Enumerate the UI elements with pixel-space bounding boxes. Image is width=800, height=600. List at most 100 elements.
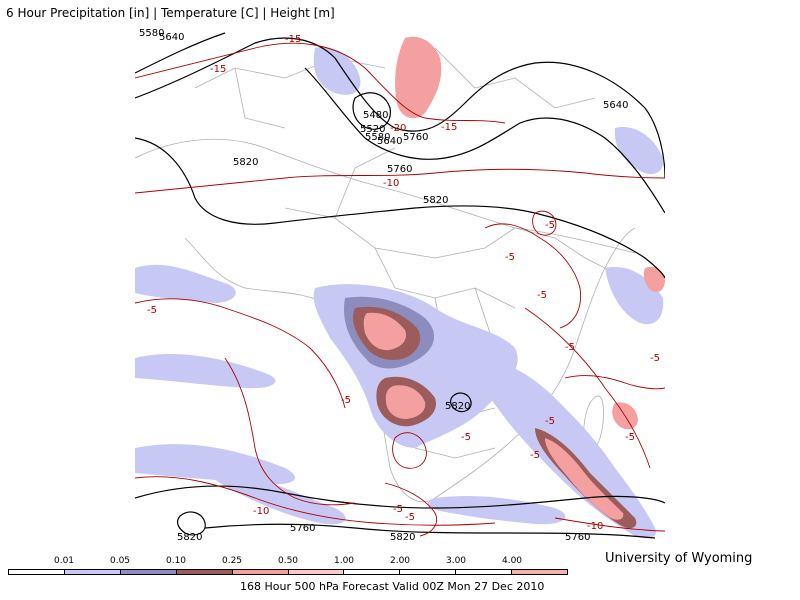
legend-swatch [176, 570, 233, 574]
temperature-label: -5 [341, 395, 351, 406]
border-europe-1 [194, 57, 386, 89]
legend-label: 0.05 [109, 556, 131, 566]
temp-contour-minus5-loop [392, 432, 427, 469]
legend-label: 0.25 [221, 556, 243, 566]
precip-band-atlantic [135, 264, 236, 303]
temp-contour-minus5-east-2 [564, 375, 665, 390]
height-contour-small-south [176, 511, 206, 536]
height-label: 5760 [290, 523, 315, 534]
height-contour-5480 [352, 92, 392, 130]
border-1 [284, 207, 396, 289]
coastline-north [135, 138, 636, 254]
temperature-contours [135, 42, 665, 537]
temperature-labels: -15 -15 -20 -15 -10 -5 -5 -5 -5 -5 -5 -5… [147, 34, 660, 532]
temperature-label: -20 [390, 123, 406, 134]
height-contour-5760 [304, 67, 665, 214]
temperature-label: -5 [461, 432, 471, 443]
height-contour-5820 [135, 137, 665, 279]
legend-swatch [64, 570, 121, 574]
height-label: 5640 [159, 32, 184, 43]
precip-band-tropical [135, 353, 276, 389]
temp-contour-minus10 [135, 168, 665, 194]
legend-labels: 0.01 0.05 0.10 0.25 0.50 1.00 2.00 3.00 … [8, 556, 568, 568]
height-label: 5760 [565, 532, 590, 543]
border-europe-3 [434, 47, 596, 109]
height-contour-5820-south [135, 485, 665, 509]
border-3 [374, 227, 516, 259]
legend-label: 0.01 [53, 556, 75, 566]
temperature-label: -5 [147, 305, 157, 316]
temperature-label: -15 [210, 64, 226, 75]
temperature-label: -15 [441, 122, 457, 133]
legend-label: 1.00 [333, 556, 355, 566]
legend-swatch [344, 570, 401, 574]
height-label: 5520 [360, 124, 385, 135]
legend-swatch [9, 570, 65, 574]
height-contour-5580 [135, 32, 226, 74]
forecast-map: 5580 5640 5480 5520 5580 5640 5760 5640 … [135, 28, 665, 543]
temperature-label: -5 [545, 220, 555, 231]
temp-contour-minus10-south [135, 476, 496, 526]
temperature-label: -5 [537, 290, 547, 301]
chart-title: 6 Hour Precipitation [in] | Temperature … [6, 6, 335, 20]
coastline-east-africa [434, 227, 636, 499]
height-label: 5820 [390, 532, 415, 543]
height-label: 5820 [423, 195, 448, 206]
temp-contour-minus5-west [135, 298, 346, 409]
height-label: 5640 [377, 136, 402, 147]
legend-swatch [400, 570, 457, 574]
legend-label: 2.00 [389, 556, 411, 566]
legend-label: 0.10 [165, 556, 187, 566]
legend-label: 3.00 [445, 556, 467, 566]
temperature-label: -10 [383, 178, 399, 189]
precip-congo-pink [385, 385, 426, 419]
border-2 [334, 147, 396, 219]
precip-east-edge-pink [643, 266, 665, 292]
height-label: 5820 [233, 157, 258, 168]
temperature-label: -5 [530, 450, 540, 461]
temperature-label: -5 [625, 432, 635, 443]
temperature-label: -5 [505, 252, 515, 263]
precip-east-pink [545, 438, 624, 520]
temp-contour-minus5-ne-loop [532, 210, 557, 236]
legend-swatch [288, 570, 345, 574]
precip-band-south-atlantic [135, 444, 295, 485]
temperature-label: -10 [587, 521, 603, 532]
temperature-label: -10 [253, 506, 269, 517]
border-9 [414, 447, 496, 459]
height-contour-5820-congo [450, 392, 472, 413]
temperature-label: -5 [393, 504, 403, 515]
legend-swatch [512, 570, 568, 574]
border-arabia [514, 227, 606, 269]
color-scale-bar [8, 569, 568, 575]
height-label: 5480 [363, 110, 388, 121]
temperature-label: -5 [650, 353, 660, 364]
legend-swatch [120, 570, 177, 574]
precipitation-shading [135, 36, 665, 539]
legend-label: 0.50 [277, 556, 299, 566]
temperature-label: -5 [405, 512, 415, 523]
credit-label: University of Wyoming [605, 551, 753, 566]
temp-contour-minus5-east [524, 307, 651, 469]
precip-north-light [313, 47, 361, 95]
temp-contour-minus10-se [554, 517, 665, 532]
height-label: 5760 [403, 132, 428, 143]
temperature-label: -5 [565, 342, 575, 353]
height-contours [135, 32, 665, 539]
precip-south-light-2 [428, 496, 566, 525]
legend-swatch [456, 570, 513, 574]
temperature-label: -15 [285, 34, 301, 45]
height-labels: 5580 5640 5480 5520 5580 5640 5760 5640 … [139, 28, 628, 543]
height-label: 5580 [139, 28, 164, 39]
height-label: 5760 [387, 164, 412, 175]
height-label: 5580 [365, 132, 390, 143]
temp-contour-minus15 [135, 42, 506, 124]
height-contour-5760-south [204, 523, 656, 539]
border-europe-2 [234, 67, 286, 129]
forecast-caption: 168 Hour 500 hPa Forecast Valid 00Z Mon … [240, 580, 545, 593]
temp-contour-minus5-central [224, 357, 356, 506]
precip-central-pink [363, 312, 407, 351]
height-contour-5640 [135, 37, 665, 179]
temp-contour-minus5-south [384, 482, 438, 537]
height-label: 5820 [177, 532, 202, 543]
